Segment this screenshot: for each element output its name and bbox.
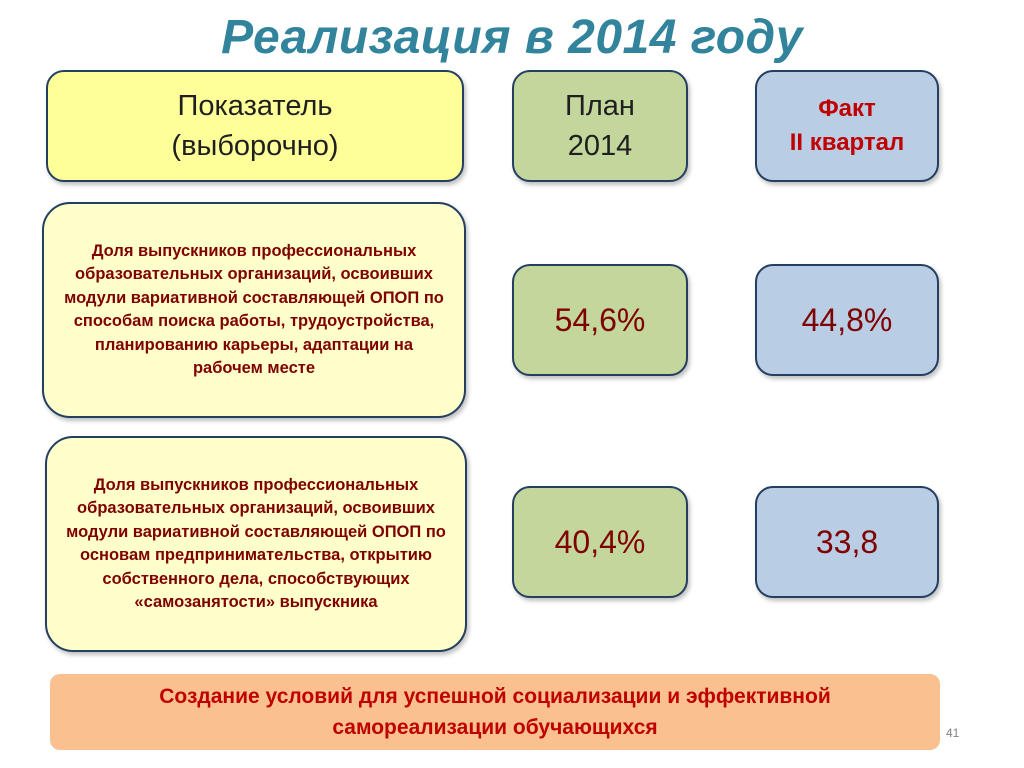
slide-title: Реализация в 2014 году: [221, 11, 803, 64]
fact-header-line2: II квартал: [789, 129, 905, 156]
plan-value-1: 54,6%: [512, 264, 688, 376]
plan-value-text: 40,4%: [554, 523, 646, 560]
fact-value-2: 33,8: [755, 486, 939, 598]
plan-header-line1: План: [565, 90, 635, 122]
fact-header-line1: Факт: [818, 95, 876, 122]
goal-banner-line2: самореализации обучающихся: [332, 716, 658, 739]
indicator-header: Показатель (выборочно): [46, 70, 464, 182]
indicator-header-line1: Показатель: [177, 90, 333, 122]
plan-value-2: 40,4%: [512, 486, 688, 598]
plan-header-line2: 2014: [567, 130, 633, 162]
fact-header: Факт II квартал: [755, 70, 939, 182]
plan-value-text: 54,6%: [554, 301, 646, 338]
page-number: 41: [946, 726, 960, 740]
plan-header: План 2014: [512, 70, 688, 182]
fact-value-1: 44,8%: [755, 264, 939, 376]
fact-value-text: 33,8: [815, 523, 879, 560]
indicator-description-2: Доля выпускников профессиональных образо…: [45, 436, 467, 652]
goal-banner: Создание условий для успешной социализац…: [50, 674, 940, 750]
indicator-header-line2: (выборочно): [171, 130, 339, 162]
indicator-description-1: Доля выпускников профессиональных образо…: [42, 202, 466, 418]
fact-value-text: 44,8%: [801, 301, 893, 338]
indicator-description-text: Доля выпускников профессиональных образо…: [64, 241, 444, 378]
indicator-description-text: Доля выпускников профессиональных образо…: [66, 475, 446, 612]
goal-banner-line1: Создание условий для успешной социализац…: [159, 685, 831, 708]
